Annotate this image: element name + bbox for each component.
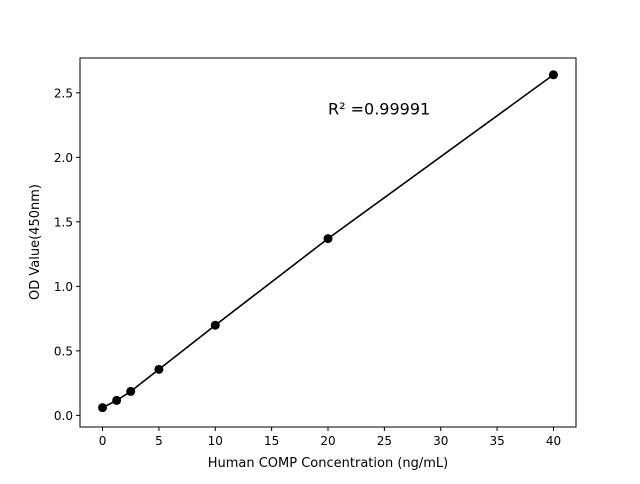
data-point	[98, 403, 108, 413]
data-point	[126, 386, 136, 396]
data-point	[323, 234, 333, 244]
r-squared-annotation: R² =0.99991	[328, 99, 430, 118]
y-axis-label: OD Value(450nm)	[28, 184, 43, 300]
x-tick-label: 0	[99, 434, 107, 448]
x-tick-label: 30	[433, 434, 448, 448]
x-tick-label: 40	[546, 434, 561, 448]
y-tick-label: 0.0	[54, 409, 73, 423]
x-tick-label: 5	[155, 434, 163, 448]
x-tick-label: 15	[264, 434, 279, 448]
x-tick-label: 20	[320, 434, 335, 448]
data-point	[210, 320, 220, 330]
x-tick-label: 10	[208, 434, 223, 448]
y-tick-label: 2.5	[54, 86, 73, 100]
data-point	[548, 70, 558, 80]
plot-marks	[98, 70, 558, 413]
y-tick-label: 2.0	[54, 151, 73, 165]
y-tick-label: 1.5	[54, 215, 73, 229]
x-axis-label: Human COMP Concentration (ng/mL)	[208, 456, 449, 471]
y-tick-label: 1.0	[54, 280, 73, 294]
y-tick-label: 0.5	[54, 344, 73, 358]
data-point	[112, 395, 122, 405]
y-axis: 0.0 0.5 1.0 1.5 2.0 2.5	[54, 86, 80, 423]
x-tick-label: 25	[377, 434, 392, 448]
x-axis: 0 5 10 15 20 25 30 35 40	[99, 427, 561, 448]
data-point	[154, 364, 164, 374]
x-tick-label: 35	[489, 434, 504, 448]
